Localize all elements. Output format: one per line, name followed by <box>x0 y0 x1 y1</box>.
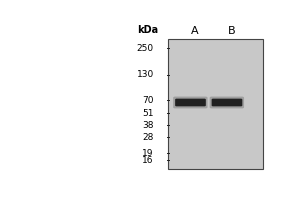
Text: A: A <box>190 26 198 36</box>
Text: 51: 51 <box>142 109 154 118</box>
FancyBboxPatch shape <box>212 99 242 106</box>
Text: 38: 38 <box>142 121 154 130</box>
FancyBboxPatch shape <box>210 97 244 108</box>
FancyBboxPatch shape <box>175 99 206 106</box>
Bar <box>168 39 263 169</box>
FancyBboxPatch shape <box>173 97 208 108</box>
Text: 19: 19 <box>142 149 154 158</box>
Text: kDa: kDa <box>137 25 158 35</box>
Text: 70: 70 <box>142 96 154 105</box>
Text: 28: 28 <box>142 133 154 142</box>
Text: 16: 16 <box>142 156 154 165</box>
Text: 250: 250 <box>136 44 154 53</box>
Text: 130: 130 <box>136 70 154 79</box>
Text: B: B <box>228 26 236 36</box>
